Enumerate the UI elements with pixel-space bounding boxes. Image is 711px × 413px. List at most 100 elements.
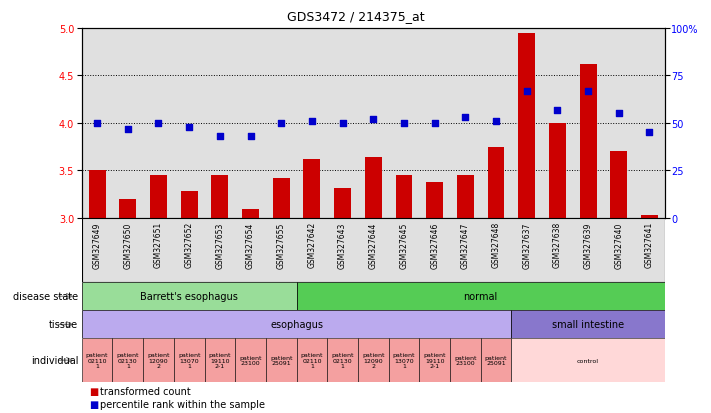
Bar <box>82 339 112 382</box>
Text: GDS3472 / 214375_at: GDS3472 / 214375_at <box>287 10 424 23</box>
Point <box>398 121 410 127</box>
Bar <box>173 339 205 382</box>
Bar <box>518 33 535 218</box>
Point <box>337 121 348 127</box>
Bar <box>296 339 327 382</box>
Text: tissue: tissue <box>49 320 78 330</box>
Text: GSM327640: GSM327640 <box>614 222 624 268</box>
Bar <box>334 188 351 218</box>
Text: disease state: disease state <box>13 292 78 301</box>
Bar <box>457 176 474 218</box>
Bar <box>579 65 597 218</box>
Text: GSM327653: GSM327653 <box>215 222 225 268</box>
Point <box>613 111 624 118</box>
Text: GSM327643: GSM327643 <box>338 222 347 268</box>
Bar <box>235 339 266 382</box>
Bar <box>150 176 167 218</box>
Text: normal: normal <box>464 292 498 301</box>
Bar <box>242 209 259 218</box>
Point <box>491 119 502 125</box>
Bar <box>266 339 296 382</box>
Text: individual: individual <box>31 355 78 366</box>
Bar <box>549 124 566 218</box>
Text: GSM327651: GSM327651 <box>154 222 163 268</box>
Bar <box>82 311 511 339</box>
Point <box>183 124 195 131</box>
Bar <box>511 311 665 339</box>
Bar <box>211 176 228 218</box>
Text: GSM327654: GSM327654 <box>246 222 255 268</box>
Point <box>521 88 533 95</box>
Bar <box>395 176 412 218</box>
Bar <box>481 339 511 382</box>
Text: percentile rank within the sample: percentile rank within the sample <box>100 399 264 409</box>
Text: GSM327648: GSM327648 <box>491 222 501 268</box>
Text: GSM327649: GSM327649 <box>92 222 102 268</box>
Text: transformed count: transformed count <box>100 386 191 396</box>
Bar <box>610 152 627 218</box>
Text: Barrett's esophagus: Barrett's esophagus <box>140 292 238 301</box>
Point <box>214 134 225 140</box>
Text: GSM327655: GSM327655 <box>277 222 286 268</box>
Text: GSM327639: GSM327639 <box>584 222 592 268</box>
Text: patient
13070
1: patient 13070 1 <box>178 352 201 368</box>
Text: GSM327637: GSM327637 <box>522 222 531 268</box>
Bar <box>488 147 505 218</box>
Text: patient
12090
2: patient 12090 2 <box>147 352 170 368</box>
Bar <box>365 158 382 218</box>
Point <box>245 134 256 140</box>
Bar <box>450 339 481 382</box>
Bar <box>304 160 321 218</box>
Point <box>429 121 440 127</box>
Bar <box>112 339 143 382</box>
Text: GSM327638: GSM327638 <box>553 222 562 268</box>
Bar <box>327 339 358 382</box>
Bar <box>205 339 235 382</box>
Text: GSM327641: GSM327641 <box>645 222 654 268</box>
Text: patient
13070
1: patient 13070 1 <box>392 352 415 368</box>
Point <box>459 115 471 121</box>
Point <box>368 116 379 123</box>
Text: GSM327650: GSM327650 <box>123 222 132 268</box>
Text: GSM327647: GSM327647 <box>461 222 470 268</box>
Point <box>153 121 164 127</box>
Text: GSM327652: GSM327652 <box>185 222 193 268</box>
Bar <box>273 179 289 218</box>
Bar <box>82 282 296 311</box>
Point <box>276 121 287 127</box>
Text: patient
19110
2-1: patient 19110 2-1 <box>423 352 446 368</box>
Bar <box>89 171 105 218</box>
Point <box>306 119 318 125</box>
Text: patient
02110
1: patient 02110 1 <box>86 352 108 368</box>
Bar <box>296 282 665 311</box>
Bar <box>181 192 198 218</box>
Point <box>92 121 103 127</box>
Point <box>122 126 134 133</box>
Text: small intestine: small intestine <box>552 320 624 330</box>
Text: GSM327645: GSM327645 <box>400 222 408 268</box>
Text: GSM327644: GSM327644 <box>369 222 378 268</box>
Text: esophagus: esophagus <box>270 320 323 330</box>
Bar <box>143 339 173 382</box>
Text: GSM327646: GSM327646 <box>430 222 439 268</box>
Bar <box>389 339 419 382</box>
Bar <box>82 218 665 282</box>
Text: patient
25091: patient 25091 <box>485 355 507 366</box>
Point <box>582 88 594 95</box>
Bar <box>419 339 450 382</box>
Text: patient
02130
1: patient 02130 1 <box>117 352 139 368</box>
Bar <box>641 216 658 218</box>
Bar <box>119 199 137 218</box>
Bar <box>358 339 389 382</box>
Text: patient
12090
2: patient 12090 2 <box>362 352 385 368</box>
Text: ■: ■ <box>89 399 98 409</box>
Text: patient
19110
2-1: patient 19110 2-1 <box>208 352 231 368</box>
Text: patient
02130
1: patient 02130 1 <box>331 352 354 368</box>
Bar <box>426 183 443 218</box>
Point <box>552 107 563 114</box>
Text: control: control <box>577 358 599 363</box>
Text: ■: ■ <box>89 386 98 396</box>
Text: patient
23100: patient 23100 <box>240 355 262 366</box>
Text: GSM327642: GSM327642 <box>307 222 316 268</box>
Bar <box>511 339 665 382</box>
